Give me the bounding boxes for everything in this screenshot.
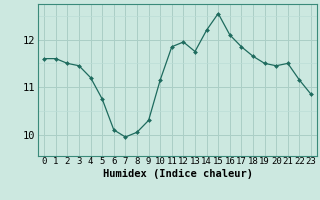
X-axis label: Humidex (Indice chaleur): Humidex (Indice chaleur) (103, 169, 252, 179)
